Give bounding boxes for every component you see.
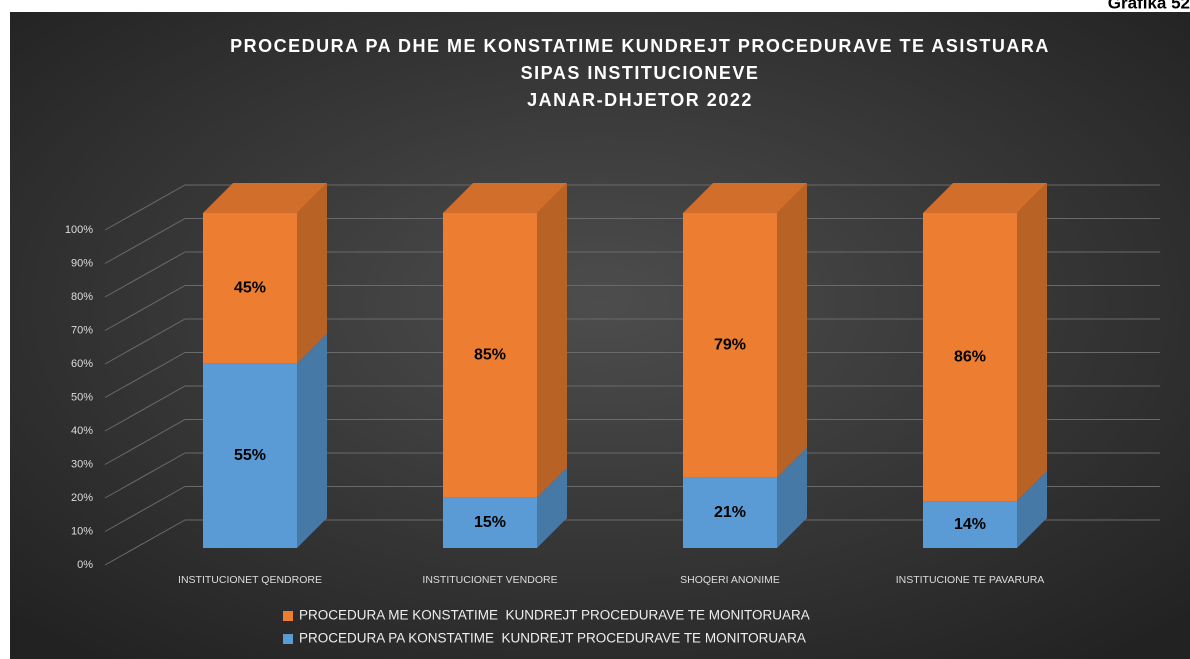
grid-line [104,519,1160,566]
grid-line [104,486,1160,532]
bar-segment [443,183,567,498]
y-tick-label: 30% [71,458,93,470]
bar-segment [683,183,807,478]
legend-swatch [283,611,293,621]
bar-side [537,183,567,498]
bar-segment [203,183,327,364]
chart-subtitle: SIPAS INSTITUCIONEVE [521,63,760,83]
data-label: 86% [954,348,986,365]
legend-label: PROCEDURA ME KONSTATIME KUNDREJT PROCEDU… [299,608,810,623]
bar-front [203,213,297,364]
grid-line [104,184,1160,231]
bar-side [297,183,327,364]
bar-top [203,183,327,213]
bar-top [923,183,1047,213]
legend-swatch [283,634,293,644]
y-tick-label: 90% [71,257,93,269]
data-label: 55% [234,447,266,464]
bar-segment [443,467,567,548]
data-label: 79% [714,337,746,354]
bar-side [537,467,567,548]
bar-top [683,183,807,213]
grid-line [104,452,1160,499]
x-tick-label: INSTITUCIONET QENDRORE [178,574,322,586]
data-label: 15% [474,514,506,531]
chart-title: PROCEDURA PA DHE ME KONSTATIME KUNDREJT … [230,36,1050,56]
bar-side [777,447,807,548]
bar-side [777,183,807,478]
bar-side [1017,471,1047,548]
grid-line [104,251,1160,298]
bar-front [443,213,537,498]
y-tick-label: 100% [65,224,93,236]
grid-line [104,318,1160,365]
bar-front [923,501,1017,548]
y-tick-label: 50% [71,391,93,403]
data-label: 21% [714,504,746,521]
bar-top [443,183,567,213]
bar-segment [203,333,327,548]
x-tick-label: SHOQERI ANONIME [680,574,780,586]
bar-front [203,363,297,548]
y-tick-label: 70% [71,324,93,336]
grid-line [104,385,1160,432]
data-label: 45% [234,280,266,297]
bar-front [683,213,777,478]
y-tick-label: 20% [71,492,93,504]
bar-segment [923,471,1047,548]
grid-line [104,352,1160,398]
grid-line [104,285,1160,331]
x-tick-label: INSTITUCIONET VENDORE [422,574,557,586]
grid-line [104,419,1160,465]
y-tick-label: 80% [71,291,93,303]
grid-line [104,218,1160,264]
bar-segment [923,183,1047,502]
data-label: 14% [954,516,986,533]
y-tick-label: 60% [71,358,93,370]
bar-front [923,213,1017,502]
legend-label: PROCEDURA PA KONSTATIME KUNDREJT PROCEDU… [299,631,806,646]
x-tick-label: INSTITUCIONE TE PAVARURA [896,574,1045,586]
y-tick-label: 0% [77,559,93,571]
caption: Grafika 52 [1108,0,1190,12]
bar-side [297,333,327,548]
bar-segment [683,447,807,548]
bar-front [683,477,777,548]
y-tick-label: 10% [71,525,93,537]
bar-front [443,497,537,548]
chart-subtitle: JANAR-DHJETOR 2022 [527,90,753,110]
data-label: 85% [474,347,506,364]
y-tick-label: 40% [71,425,93,437]
bar-side [1017,183,1047,502]
